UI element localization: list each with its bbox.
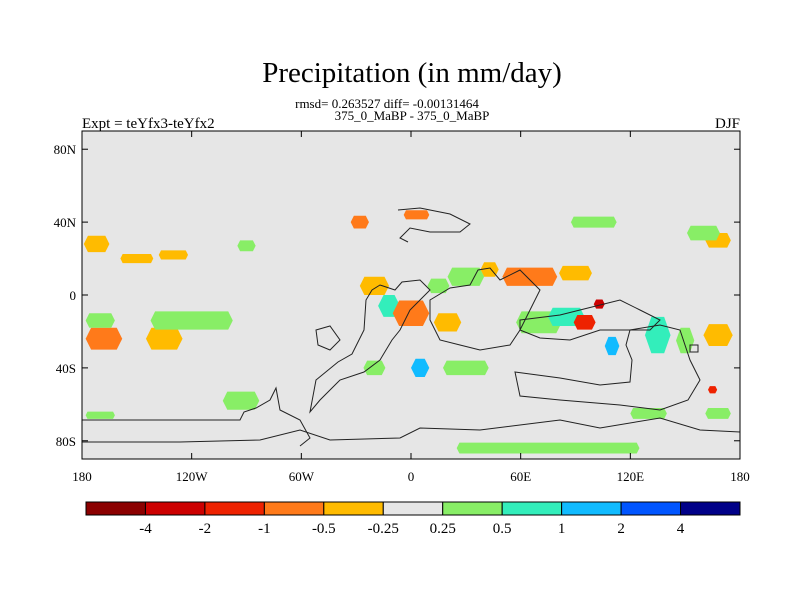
anomaly-patch [158,250,189,260]
anomaly-patch [150,311,233,330]
colorbar-label: 1 [558,521,566,537]
anomaly-patch [392,300,430,326]
x-tick-label: 60E [510,469,531,484]
anomaly-patch [570,216,617,228]
continent-outlines [82,207,740,447]
x-tick-label: 120W [176,469,209,484]
x-axis: 180 120W 60W 0 60E 120E 180 [72,131,750,484]
x-tick-label: 0 [408,469,415,484]
colorbar-label: 0.5 [493,521,512,537]
anomaly-patch [427,278,450,294]
coastline-west-continent [309,279,431,414]
colorbar-label: -2 [199,521,212,537]
anomaly-patch [403,210,430,220]
y-axis: 80N 40N 0 40S 80S [54,142,740,449]
anomaly-patch [705,407,731,419]
anomaly-patch [85,327,123,350]
anomaly-patch [411,358,430,377]
season-label: DJF [715,116,740,132]
colorbar-swatch [442,501,503,516]
colorbar-label: -0.5 [312,521,336,537]
anomaly-patch [222,391,260,410]
anomaly-patch [573,315,596,330]
colorbar-label: -1 [258,521,271,537]
anomaly-patch [708,386,718,394]
x-tick-label: 180 [730,469,750,484]
y-tick-label: 80N [54,142,77,157]
anomaly-patch [703,324,733,347]
colorbar-label: -0.25 [368,521,399,537]
chart-subtitle: 375_0_MaBP - 375_0_MaBP [335,108,490,123]
colorbar-swatch [680,501,741,516]
colorbar-label: 0.25 [430,521,456,537]
anomaly-patch [85,411,115,419]
colorbar: -4 -2 -1 -0.5 -0.25 0.25 0.5 1 2 4 [85,501,741,537]
y-tick-label: 40S [56,361,76,376]
stats-line: rmsd= 0.263527 diff= -0.00131464 [295,96,479,111]
map-background [82,131,740,459]
coastline-central-continent [429,267,541,351]
coastline-eastern-continent [519,299,661,341]
y-tick-label: 0 [70,288,77,303]
coastline-southern [82,386,311,447]
anomaly-patch [630,407,667,419]
anomaly-patch [350,215,369,229]
colorbar-swatch [382,501,444,516]
colorbar-swatch [144,501,206,516]
coastline-small-island [689,344,699,353]
anomaly-patch [502,267,558,286]
experiment-label: Expt = teYfx3-teYfx2 [82,116,215,132]
anomaly-patch [83,235,110,253]
colorbar-swatch [204,501,265,516]
anomaly-patch [85,313,115,328]
anomaly-patch [442,360,489,376]
y-tick-label: 40N [54,215,77,230]
anomaly-patch [363,360,386,376]
colorbar-swatch [501,501,563,516]
colorbar-label: 2 [617,521,625,537]
anomaly-patch [559,265,592,281]
coastline-southern-landmass [514,324,701,411]
x-tick-label: 60W [289,469,315,484]
coastline-northern-landmass [397,207,471,243]
chart-title: Precipitation (in mm/day) [262,57,562,89]
x-tick-label: 180 [72,469,92,484]
coastline-antarctic [82,417,740,443]
colorbar-label: -4 [139,521,152,537]
anomaly-field [83,210,733,454]
anomaly-patch [145,327,183,350]
coastline-southwest-island [315,325,341,351]
anomaly-patch [447,267,485,286]
anomaly-patch [686,225,720,241]
y-tick-label: 80S [56,434,76,449]
anomaly-patch [593,299,605,309]
anomaly-patch [120,254,154,264]
colorbar-swatch [561,501,622,516]
anomaly-patch [433,313,462,332]
anomaly-patch [604,336,620,356]
colorbar-swatch [323,501,384,516]
anomaly-patch [359,276,390,295]
anomaly-patch [456,442,640,454]
colorbar-swatch [620,501,682,516]
colorbar-label: 4 [677,521,685,537]
x-tick-label: 120E [617,469,645,484]
colorbar-swatch [85,501,146,516]
colorbar-swatch [263,501,325,516]
anomaly-patch [237,240,256,252]
